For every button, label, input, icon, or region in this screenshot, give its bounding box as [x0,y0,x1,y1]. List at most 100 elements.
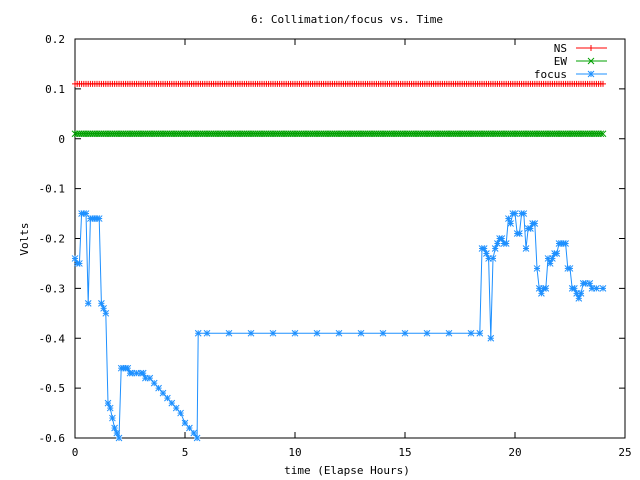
series-point-focus [186,424,193,432]
series-point-ew [599,130,607,138]
series-point-focus [357,329,365,337]
series-point-focus [483,250,490,257]
series-point-focus [100,304,107,312]
series-point-focus [566,265,574,272]
legend-item-focus: focus [534,68,607,81]
series-point-focus [498,235,506,242]
series-point-focus [181,419,189,427]
series-point-focus [522,245,530,252]
series-point-focus [313,329,321,337]
series-point-focus [487,334,495,342]
plot-frame [74,38,626,439]
series-point-focus [168,399,176,407]
y-tick-label: 0.2 [45,33,65,46]
y-axis-label: Volts [18,222,31,255]
series-point-focus [109,414,116,422]
series-point-focus [586,280,594,287]
series-point-focus [562,240,569,247]
series-point-focus [203,329,211,337]
series-point-focus [476,329,484,337]
legend-label-focus: focus [534,68,567,81]
y-tick-label: -0.5 [39,382,66,395]
series-point-focus [489,255,497,262]
series-point-focus [71,255,79,262]
series-point-focus [542,285,550,292]
series-line-focus [74,213,603,440]
x-tick-label: 15 [398,446,411,459]
series-point-focus [113,429,121,437]
series-point-focus [379,329,387,337]
series-point-focus [423,329,431,337]
y-tick-label: -0.2 [39,233,66,246]
y-tick-label: 0 [58,133,65,146]
x-tick-label: 0 [72,446,79,459]
series-point-focus [155,384,162,392]
series-point-focus [194,329,202,337]
y-tick-label: -0.6 [39,432,66,445]
series-point-focus [115,434,123,442]
y-tick-label: -0.4 [39,332,66,345]
axes-layer: 0 5 10 15 20 25 -0.6 -0.5 -0.4 -0.3 -0.2 -0.1 0 0.1 0.… [39,33,632,459]
series-ew [71,130,607,138]
series-point-focus [102,309,110,317]
y-tick-label: -0.1 [39,183,66,196]
series-point-focus [124,364,132,372]
series-point-focus [190,429,198,437]
series-point-focus [520,210,528,217]
legend-marker-ew [587,57,595,65]
series-focus [71,210,607,442]
series-point-focus [150,379,158,387]
series-point-focus [106,404,114,412]
series-point-focus [507,220,514,227]
series-point-focus [291,329,299,337]
x-tick-label: 5 [182,446,189,459]
series-point-focus [511,210,519,217]
y-tick-label: 0.1 [45,83,65,96]
series-point-focus [571,285,578,292]
series-point-focus [593,285,600,292]
y-tick-label: -0.3 [39,282,66,295]
series-point-focus [502,240,510,247]
series-point-focus [467,329,475,337]
series-point-focus [247,329,255,337]
series-point-focus [225,329,233,337]
series-point-focus [445,329,453,337]
series-point-focus [139,369,147,377]
series-point-focus [335,329,343,337]
legend-item-ns: NS [554,42,607,55]
series-point-focus [401,329,409,337]
legend-marker-focus [587,70,595,78]
series-point-focus [172,404,180,412]
series-point-focus [82,210,90,217]
series-point-focus [553,250,561,257]
legend-item-ew: EW [554,55,607,68]
series-point-focus [84,299,92,307]
series-point-focus [577,290,585,297]
series-point-focus [516,230,523,237]
series-point-focus [193,434,201,442]
series-layer [71,80,607,442]
series-point-focus [269,329,277,337]
series-point-focus [76,260,83,267]
series-point-focus [164,394,171,402]
series-point-focus [533,265,541,272]
series-point-focus [95,215,103,222]
series-point-focus [480,245,488,252]
series-point-focus [159,389,167,397]
series-point-focus [599,285,607,292]
x-tick-label: 20 [508,446,521,459]
legend-label-ns: NS [554,42,567,55]
chart-title: 6: Collimation/focus vs. Time [251,13,443,26]
series-point-ew [597,130,605,138]
legend-label-ew: EW [554,55,568,68]
x-tick-label: 10 [288,446,301,459]
series-point-focus [177,409,184,417]
series-point-focus [111,424,118,432]
x-tick-label: 25 [618,446,631,459]
series-ns [72,80,606,87]
series-point-focus [104,399,112,407]
series-point-focus [98,299,105,307]
